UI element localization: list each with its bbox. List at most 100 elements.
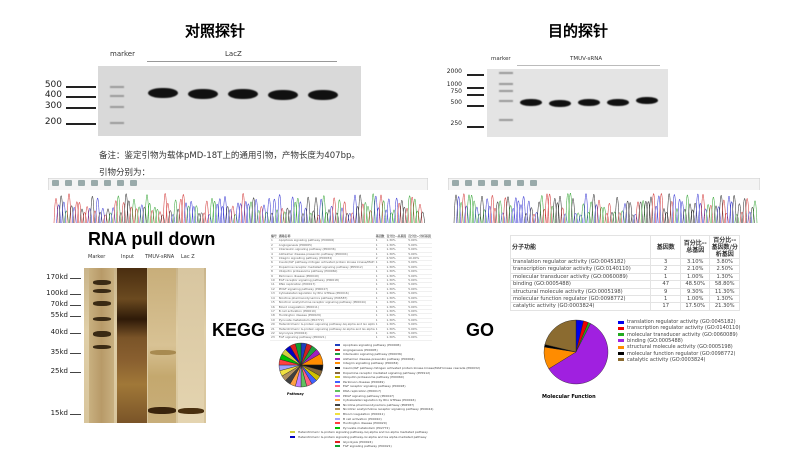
table-row: binding (GO:0005488) 47 48.50% 58.80% xyxy=(509,280,740,289)
protein-band xyxy=(150,350,176,355)
legend-label: translation regulator activity (GO:00451… xyxy=(627,319,736,325)
legend-swatch xyxy=(290,436,295,438)
table-cell: 5.00% xyxy=(407,269,432,275)
toolbar-button-icon[interactable] xyxy=(530,180,537,186)
table-row: 8 Ubiquitin proteasome pathway (P00060) 1 1… xyxy=(270,269,432,275)
table-cell: 1.30% xyxy=(385,335,408,341)
trace-peak xyxy=(633,213,638,224)
trace-peak xyxy=(581,203,586,224)
table-cell: 21.30% xyxy=(709,302,740,311)
table-cell: 5.00% xyxy=(407,327,432,332)
trace-peak xyxy=(316,214,321,224)
table-row: 4 Alzheimer disease-presenilin pathway (P… xyxy=(270,252,432,258)
trace-peak xyxy=(175,208,181,224)
table-cell: 11 xyxy=(270,283,278,288)
legend-label: Apoptosis signaling pathway (P00006) xyxy=(343,343,401,347)
trace-peak xyxy=(311,210,316,224)
legend-swatch xyxy=(618,345,624,349)
table-row: 12 PDGF signaling pathway (P00047) 1 1.30% 5… xyxy=(270,287,432,293)
trace-peak xyxy=(97,211,103,224)
trace-peak xyxy=(588,201,594,224)
trace-peak xyxy=(705,204,711,224)
marker-label: marker xyxy=(110,50,135,58)
legend-item: structural molecule activity (GO:0005198… xyxy=(618,344,733,350)
lane-label: Lac Z xyxy=(181,254,195,260)
toolbar-button-icon[interactable] xyxy=(104,180,111,186)
trace-peak xyxy=(207,214,212,224)
toolbar-button-icon[interactable] xyxy=(65,180,72,186)
table-cell: 1.30% xyxy=(385,269,408,275)
toolbar-button-icon[interactable] xyxy=(504,180,511,186)
trace-peak xyxy=(230,205,236,224)
legend-label: Heterotrimeric G-protein signaling pathw… xyxy=(298,435,427,439)
trace-peak xyxy=(495,201,500,224)
trace-peak xyxy=(531,213,537,224)
trace-peak xyxy=(402,206,407,224)
marker-band xyxy=(93,280,111,285)
silver-stained-gel xyxy=(84,268,206,423)
table-cell: 1.30% xyxy=(709,272,740,282)
trace-peak xyxy=(716,206,721,224)
ladder-band xyxy=(110,106,124,108)
table-cell: 1 xyxy=(374,252,386,258)
trace-peak xyxy=(612,211,617,224)
toolbar-button-icon[interactable] xyxy=(517,180,524,186)
table-cell: 13 xyxy=(270,291,278,297)
dna-band xyxy=(520,99,542,106)
legend-item: Heterotrimeric G-protein signaling pathw… xyxy=(290,430,428,434)
column-header: 百分比--基因数/分析基因 xyxy=(709,235,740,259)
toolbar-button-icon[interactable] xyxy=(491,180,498,186)
toolbar-button-icon[interactable] xyxy=(478,180,485,186)
legend-label: Integrin signalling pathway (P00034) xyxy=(343,361,399,366)
toolbar-button-icon[interactable] xyxy=(52,180,59,186)
table-cell: 5.00% xyxy=(407,318,432,324)
trace-peak xyxy=(329,205,334,224)
table-cell: 20 xyxy=(270,322,278,328)
trace-peak xyxy=(87,207,93,224)
column-header: 百分比--总基因 xyxy=(385,234,408,240)
legend-swatch xyxy=(335,385,340,388)
trace-peak xyxy=(77,201,82,224)
table-cell: 1 xyxy=(374,283,386,288)
legend-item: translation regulator activity (GO:00451… xyxy=(618,319,736,325)
lane-label: Marker xyxy=(88,254,106,260)
sample-label: TMUV-sRNA xyxy=(570,56,603,62)
toolbar-button-icon[interactable] xyxy=(78,180,85,186)
trace-peak xyxy=(698,203,703,224)
trace-peak xyxy=(292,201,298,224)
toolbar-button-icon[interactable] xyxy=(117,180,124,186)
trace-peak xyxy=(227,209,233,224)
legend-label: Nicotinic acetylcholine receptor signali… xyxy=(343,407,434,412)
toolbar-button-icon[interactable] xyxy=(465,180,472,186)
legend-swatch xyxy=(618,358,624,362)
toolbar-button-icon[interactable] xyxy=(130,180,137,186)
trace-peak xyxy=(575,212,581,224)
legend-swatch xyxy=(335,413,340,415)
legend-item: Nicotinic acetylcholine receptor signali… xyxy=(335,407,433,411)
table-cell: binding (GO:0005488) xyxy=(509,280,652,289)
toolbar-button-icon[interactable] xyxy=(91,180,98,186)
table-cell: 17 xyxy=(650,302,681,311)
size-label: 70kd xyxy=(50,300,68,308)
go-pie-title: Molecular Function xyxy=(542,394,596,400)
trace-peak xyxy=(474,206,480,224)
trace-peak xyxy=(604,212,610,224)
table-cell: 15 xyxy=(270,300,278,306)
go-label: GO xyxy=(466,320,495,340)
table-cell: 9.30% xyxy=(679,287,711,297)
legend-item: Glycolysis (P00024) xyxy=(335,440,373,444)
sequencing-chromatogram-control xyxy=(48,178,428,224)
dna-band xyxy=(578,99,600,106)
toolbar-button-icon[interactable] xyxy=(452,180,459,186)
sample-bracket xyxy=(517,65,660,66)
table-cell: Heterotrimeric G-protein signaling pathw… xyxy=(277,327,375,332)
lane-label: TMUV-sRNA xyxy=(145,254,175,260)
table-cell: Nicotine pharmacodynamics pathway (P0658… xyxy=(277,296,375,302)
kegg-pie-slice xyxy=(295,342,302,366)
table-cell: Heterotrimeric G-protein signaling pathw… xyxy=(277,322,375,328)
trace-peak xyxy=(214,203,220,224)
trace-peak xyxy=(355,206,360,224)
table-cell: 1 xyxy=(374,296,386,302)
ladder-band xyxy=(110,95,124,97)
legend-item: catalytic activity (GO:0003824) xyxy=(618,357,705,363)
